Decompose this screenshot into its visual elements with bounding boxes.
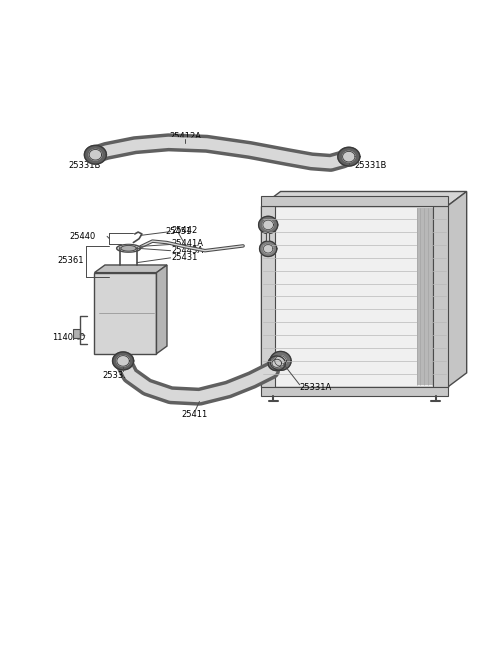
Polygon shape xyxy=(270,352,291,370)
Text: 25331B: 25331B xyxy=(69,160,101,170)
Text: 25442: 25442 xyxy=(171,226,198,235)
Polygon shape xyxy=(272,359,281,367)
Polygon shape xyxy=(262,387,447,396)
Polygon shape xyxy=(268,356,285,371)
Text: 25443A: 25443A xyxy=(171,246,204,255)
Polygon shape xyxy=(259,216,278,233)
Polygon shape xyxy=(433,206,447,387)
Text: 25441A: 25441A xyxy=(171,239,204,248)
Polygon shape xyxy=(73,329,80,339)
Polygon shape xyxy=(95,265,167,272)
Polygon shape xyxy=(264,244,273,253)
Polygon shape xyxy=(89,149,102,160)
Text: 25431: 25431 xyxy=(171,253,198,262)
Text: 25331A: 25331A xyxy=(102,371,134,380)
Polygon shape xyxy=(262,196,447,206)
Polygon shape xyxy=(262,206,447,387)
Polygon shape xyxy=(156,265,167,354)
Text: 25451: 25451 xyxy=(166,227,192,236)
Text: 25331A: 25331A xyxy=(300,383,332,392)
Polygon shape xyxy=(262,191,467,206)
Text: 1140AD: 1140AD xyxy=(52,333,85,341)
Polygon shape xyxy=(447,191,467,387)
Polygon shape xyxy=(260,241,277,257)
Polygon shape xyxy=(343,151,355,162)
Polygon shape xyxy=(95,272,156,354)
Text: 25412A: 25412A xyxy=(169,132,201,141)
Polygon shape xyxy=(275,356,287,366)
Text: 25361: 25361 xyxy=(57,256,84,265)
Polygon shape xyxy=(113,352,133,370)
Polygon shape xyxy=(117,244,141,252)
Polygon shape xyxy=(417,208,433,384)
Polygon shape xyxy=(117,356,129,366)
Polygon shape xyxy=(121,246,136,251)
Text: 25440: 25440 xyxy=(69,232,95,241)
Polygon shape xyxy=(84,145,107,164)
Polygon shape xyxy=(338,147,360,166)
Text: 25411: 25411 xyxy=(181,410,208,419)
Text: 25331B: 25331B xyxy=(355,160,387,170)
Polygon shape xyxy=(263,220,274,230)
Polygon shape xyxy=(262,206,275,387)
